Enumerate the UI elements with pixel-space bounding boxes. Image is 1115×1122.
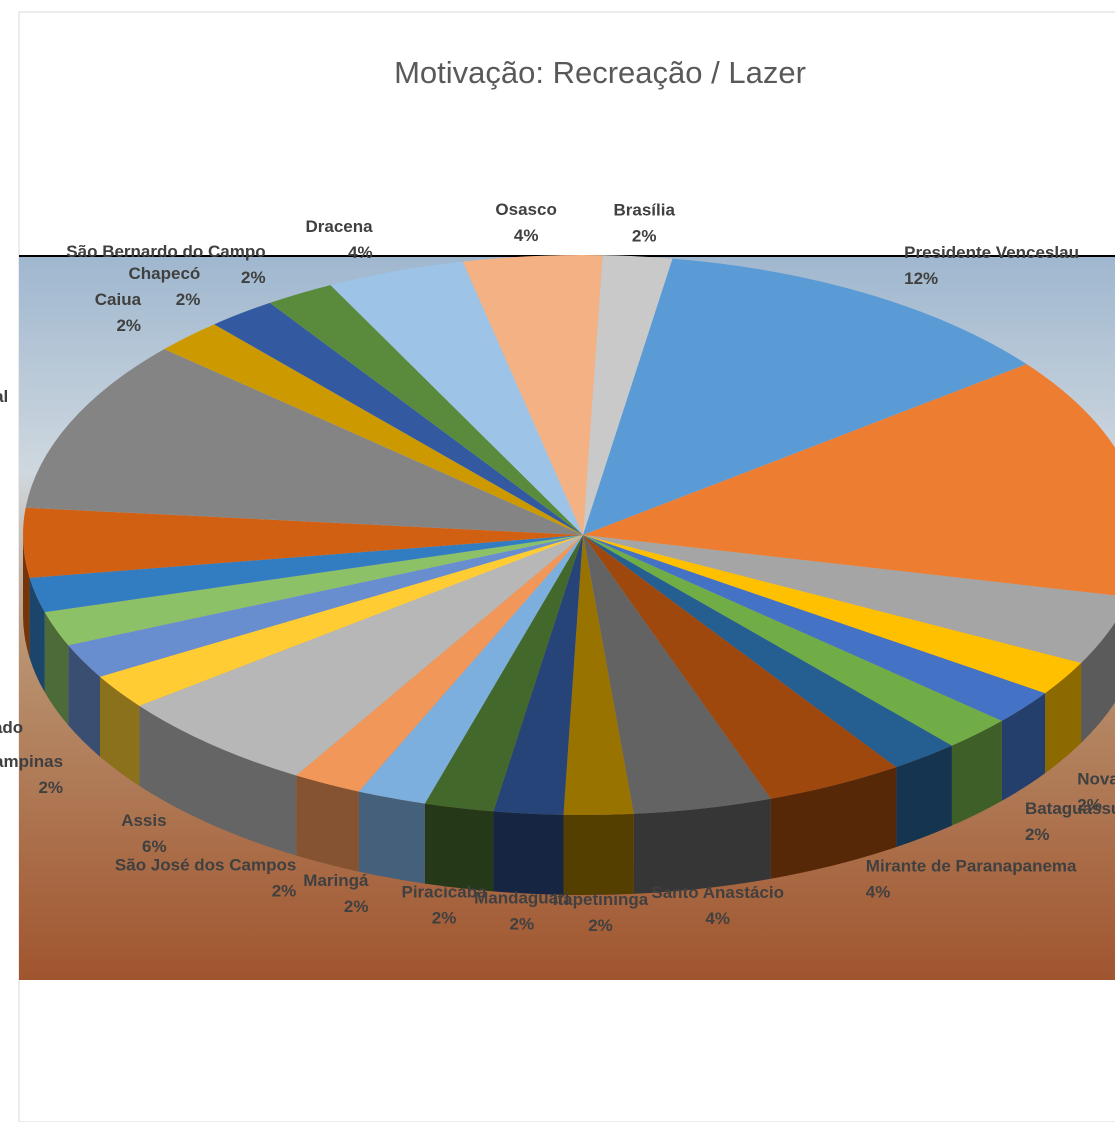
slice-side bbox=[139, 705, 297, 856]
value-label: 2% bbox=[432, 908, 457, 927]
pie-sides bbox=[23, 535, 1115, 895]
value-label: 4% bbox=[866, 882, 891, 901]
value-label: 2% bbox=[272, 881, 297, 900]
slice bbox=[164, 324, 583, 535]
slice-side bbox=[99, 676, 140, 786]
category-label: Chapecó bbox=[129, 264, 201, 283]
value-label: 2% bbox=[344, 897, 369, 916]
slice bbox=[99, 535, 584, 706]
category-label: Mandaguari bbox=[474, 889, 569, 908]
slice bbox=[583, 255, 673, 535]
slice bbox=[563, 535, 634, 815]
category-label: São Bernardo do Campo bbox=[66, 242, 265, 261]
slice-side bbox=[68, 645, 100, 757]
slice bbox=[44, 535, 583, 646]
slice-side bbox=[44, 612, 69, 726]
slice bbox=[583, 535, 952, 768]
slice-side bbox=[358, 791, 425, 884]
value-label: 6% bbox=[142, 837, 167, 856]
slice bbox=[214, 302, 583, 535]
slice bbox=[424, 535, 583, 812]
category-label: Bataguassu bbox=[1025, 799, 1115, 818]
category-label: Maringá bbox=[303, 871, 369, 890]
pie-tops bbox=[22, 255, 1115, 815]
value-label: 12% bbox=[904, 269, 938, 288]
slice bbox=[358, 535, 583, 804]
slice bbox=[583, 535, 1046, 721]
slice-side bbox=[493, 811, 564, 895]
slice bbox=[583, 535, 1115, 663]
value-label: 2% bbox=[1077, 796, 1102, 815]
slice-side bbox=[296, 775, 359, 872]
category-label: Presidente Venceslau bbox=[904, 243, 1079, 262]
slice bbox=[269, 285, 583, 535]
category-label: Assis bbox=[121, 811, 166, 830]
slice-side bbox=[424, 803, 494, 892]
category-label: Campinas bbox=[0, 752, 63, 771]
slice bbox=[330, 261, 583, 535]
category-label: Santo Anastácio bbox=[651, 883, 784, 902]
category-label: Osasco bbox=[495, 200, 556, 219]
value-label: 4% bbox=[348, 243, 373, 262]
slice-side bbox=[633, 798, 771, 894]
category-label: Itapetininga bbox=[553, 890, 649, 909]
category-label: Piracicaba bbox=[402, 882, 488, 901]
slice-side bbox=[1081, 622, 1115, 743]
slice-side bbox=[1045, 662, 1082, 774]
slice bbox=[29, 535, 584, 613]
category-label: hado bbox=[0, 718, 23, 737]
value-label: 2% bbox=[510, 915, 535, 934]
value-label: 4% bbox=[514, 226, 539, 245]
slice bbox=[583, 535, 771, 814]
slice bbox=[583, 535, 1002, 746]
slice-side bbox=[563, 813, 634, 895]
slice bbox=[583, 258, 1027, 535]
slice-side bbox=[23, 535, 30, 658]
category-label: Dracena bbox=[305, 217, 373, 236]
slice bbox=[493, 535, 583, 815]
value-label: 2% bbox=[116, 316, 141, 335]
slice bbox=[139, 535, 583, 776]
slice bbox=[583, 535, 897, 799]
slice bbox=[583, 535, 1082, 694]
slice bbox=[296, 535, 583, 792]
value-label: 4% bbox=[705, 909, 730, 928]
value-label: 2% bbox=[241, 268, 266, 287]
slice bbox=[22, 507, 583, 578]
category-label: pital bbox=[0, 387, 8, 406]
slice-side bbox=[896, 745, 952, 848]
category-label: Mirante de Paranapanema bbox=[866, 856, 1077, 875]
category-label: Brasília bbox=[613, 200, 675, 219]
slice-side bbox=[1001, 693, 1046, 801]
value-label: 2% bbox=[176, 290, 201, 309]
slice-side bbox=[770, 767, 897, 879]
slice-side bbox=[29, 577, 45, 693]
slice bbox=[25, 349, 583, 535]
value-label: 2% bbox=[1025, 825, 1050, 844]
slice bbox=[583, 364, 1115, 596]
category-label: São José dos Campos bbox=[115, 855, 296, 874]
chart-title: Motivação: Recreação / Lazer bbox=[394, 55, 806, 90]
value-label: 2% bbox=[632, 226, 657, 245]
category-label: Caiua bbox=[95, 290, 142, 309]
value-label: 2% bbox=[588, 916, 613, 935]
value-label: 2% bbox=[38, 778, 63, 797]
slice-side bbox=[951, 720, 1002, 826]
slice bbox=[68, 535, 584, 677]
category-label: Nova Andradina bbox=[1077, 770, 1115, 789]
slice bbox=[462, 255, 603, 535]
